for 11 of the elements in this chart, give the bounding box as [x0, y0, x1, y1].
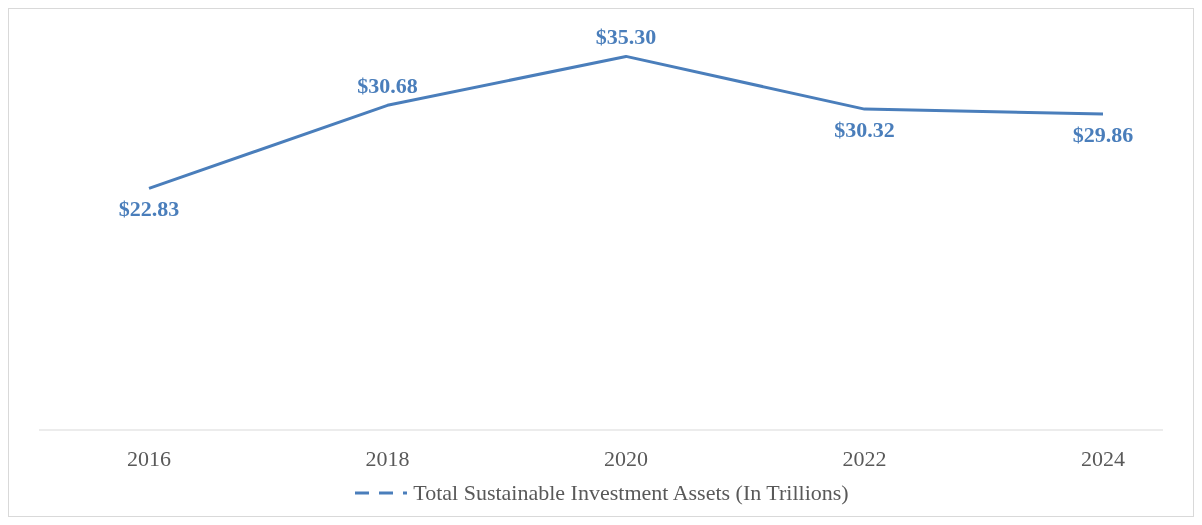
legend-label: Total Sustainable Investment Assets (In Trillions): [412, 480, 849, 506]
data-label: $30.68: [357, 73, 418, 99]
data-label: $22.83: [118, 196, 180, 222]
data-label: $30.32: [834, 117, 895, 143]
x-tick-label: 2016: [127, 445, 171, 471]
x-tick-label: 2020: [604, 445, 648, 471]
x-tick-label: 2018: [365, 445, 410, 471]
data-label: $29.86: [1072, 121, 1134, 147]
x-tick-label: 2024: [1081, 445, 1125, 471]
x-tick-label: 2022: [842, 445, 887, 471]
data-label: $35.30: [595, 24, 657, 50]
